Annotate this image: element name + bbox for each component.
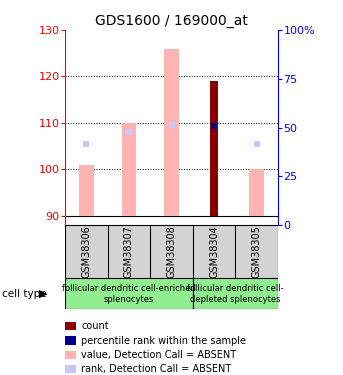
Text: count: count: [81, 321, 109, 331]
Text: GSM38308: GSM38308: [166, 225, 177, 278]
Text: GSM38306: GSM38306: [81, 225, 92, 278]
Text: cell type: cell type: [2, 289, 46, 299]
Text: follicular dendritic cell-enriched
splenocytes: follicular dendritic cell-enriched splen…: [62, 284, 196, 303]
Text: GSM38307: GSM38307: [124, 225, 134, 278]
Text: GSM38305: GSM38305: [251, 225, 262, 278]
Title: GDS1600 / 169000_at: GDS1600 / 169000_at: [95, 13, 248, 28]
Bar: [193, 278, 278, 309]
Bar: [121, 123, 137, 216]
Text: GSM38304: GSM38304: [209, 225, 219, 278]
Text: follicular dendritic cell-
depleted splenocytes: follicular dendritic cell- depleted sple…: [187, 284, 284, 303]
Text: ▶: ▶: [39, 289, 48, 299]
Text: rank, Detection Call = ABSENT: rank, Detection Call = ABSENT: [81, 364, 232, 374]
Bar: [164, 49, 179, 216]
Text: value, Detection Call = ABSENT: value, Detection Call = ABSENT: [81, 350, 236, 360]
Bar: [65, 278, 193, 309]
Bar: [79, 165, 94, 216]
Bar: [249, 169, 264, 216]
Text: percentile rank within the sample: percentile rank within the sample: [81, 336, 246, 345]
Bar: [210, 81, 218, 216]
